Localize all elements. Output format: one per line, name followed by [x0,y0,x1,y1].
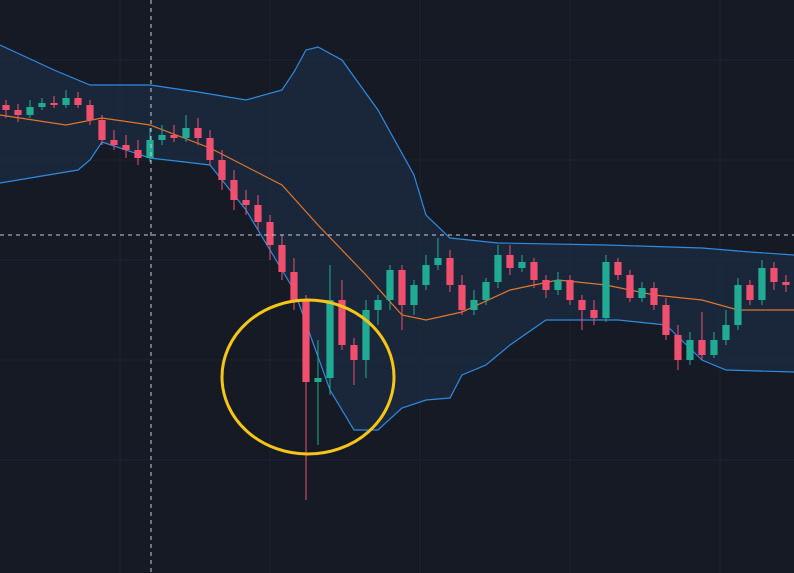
candle-body [518,262,526,268]
candle-body [770,268,778,282]
band-fill [0,45,794,430]
candle-body [278,245,286,272]
candle-body [254,205,262,222]
candle-body [314,378,322,382]
candle-body [662,305,670,335]
candle-body [782,282,790,285]
candle-body [374,300,382,310]
candle-body [542,280,550,290]
candle-body [62,98,70,105]
candle-body [338,300,346,345]
candle-body [14,110,22,115]
candle-body [290,272,298,300]
candle-body [266,222,274,245]
candle-body [554,280,562,290]
candle-body [758,268,766,300]
candle-body [590,310,598,318]
candle-body [386,270,394,300]
candle-body [122,145,130,150]
candle-body [602,262,610,318]
candle-body [230,180,238,200]
candle-body [698,340,706,355]
candle-body [458,285,466,310]
candle-body [242,200,250,205]
candle-body [734,285,742,325]
candle-body [434,258,442,265]
plot-area [0,44,794,500]
candle-body [182,128,190,138]
candle-body [686,340,694,360]
candle-body [494,255,502,282]
highlight-circle [220,298,396,456]
candle-body [578,300,586,310]
candle-body [422,265,430,285]
candle-body [218,160,226,180]
candle-body [158,135,166,140]
candle-body [674,335,682,360]
candle-body [398,270,406,305]
candle-body [98,120,106,140]
candle-body [38,103,46,107]
upper-band-line [0,44,794,256]
lower-band-line [0,141,794,431]
candle-body [650,288,658,305]
candle-body [722,325,730,340]
candle-body [50,103,58,105]
candle-body [110,140,118,145]
candle-body [626,275,634,298]
candle-body [566,280,574,300]
candle-body [482,282,490,300]
candle-body [146,140,154,158]
candle-body [362,310,370,360]
candle-body [530,262,538,280]
candle-body [170,135,178,138]
candle-body [2,105,10,110]
candle-body [446,258,454,285]
candle-body [194,128,202,138]
middle-band-line [0,114,794,321]
candle-body [26,107,34,115]
candle-body [506,255,514,268]
candle-body [470,300,478,310]
candle-body [206,138,214,160]
candle-body [710,340,718,355]
candle-body [74,98,82,105]
candle-body [638,288,646,298]
candle-body [86,105,94,120]
candle-body [326,300,334,378]
candle-body [302,300,310,382]
candle-body [410,285,418,305]
candle-body [746,285,754,300]
candle-body [134,150,142,158]
candle-body [350,345,358,360]
candle-body [614,262,622,275]
